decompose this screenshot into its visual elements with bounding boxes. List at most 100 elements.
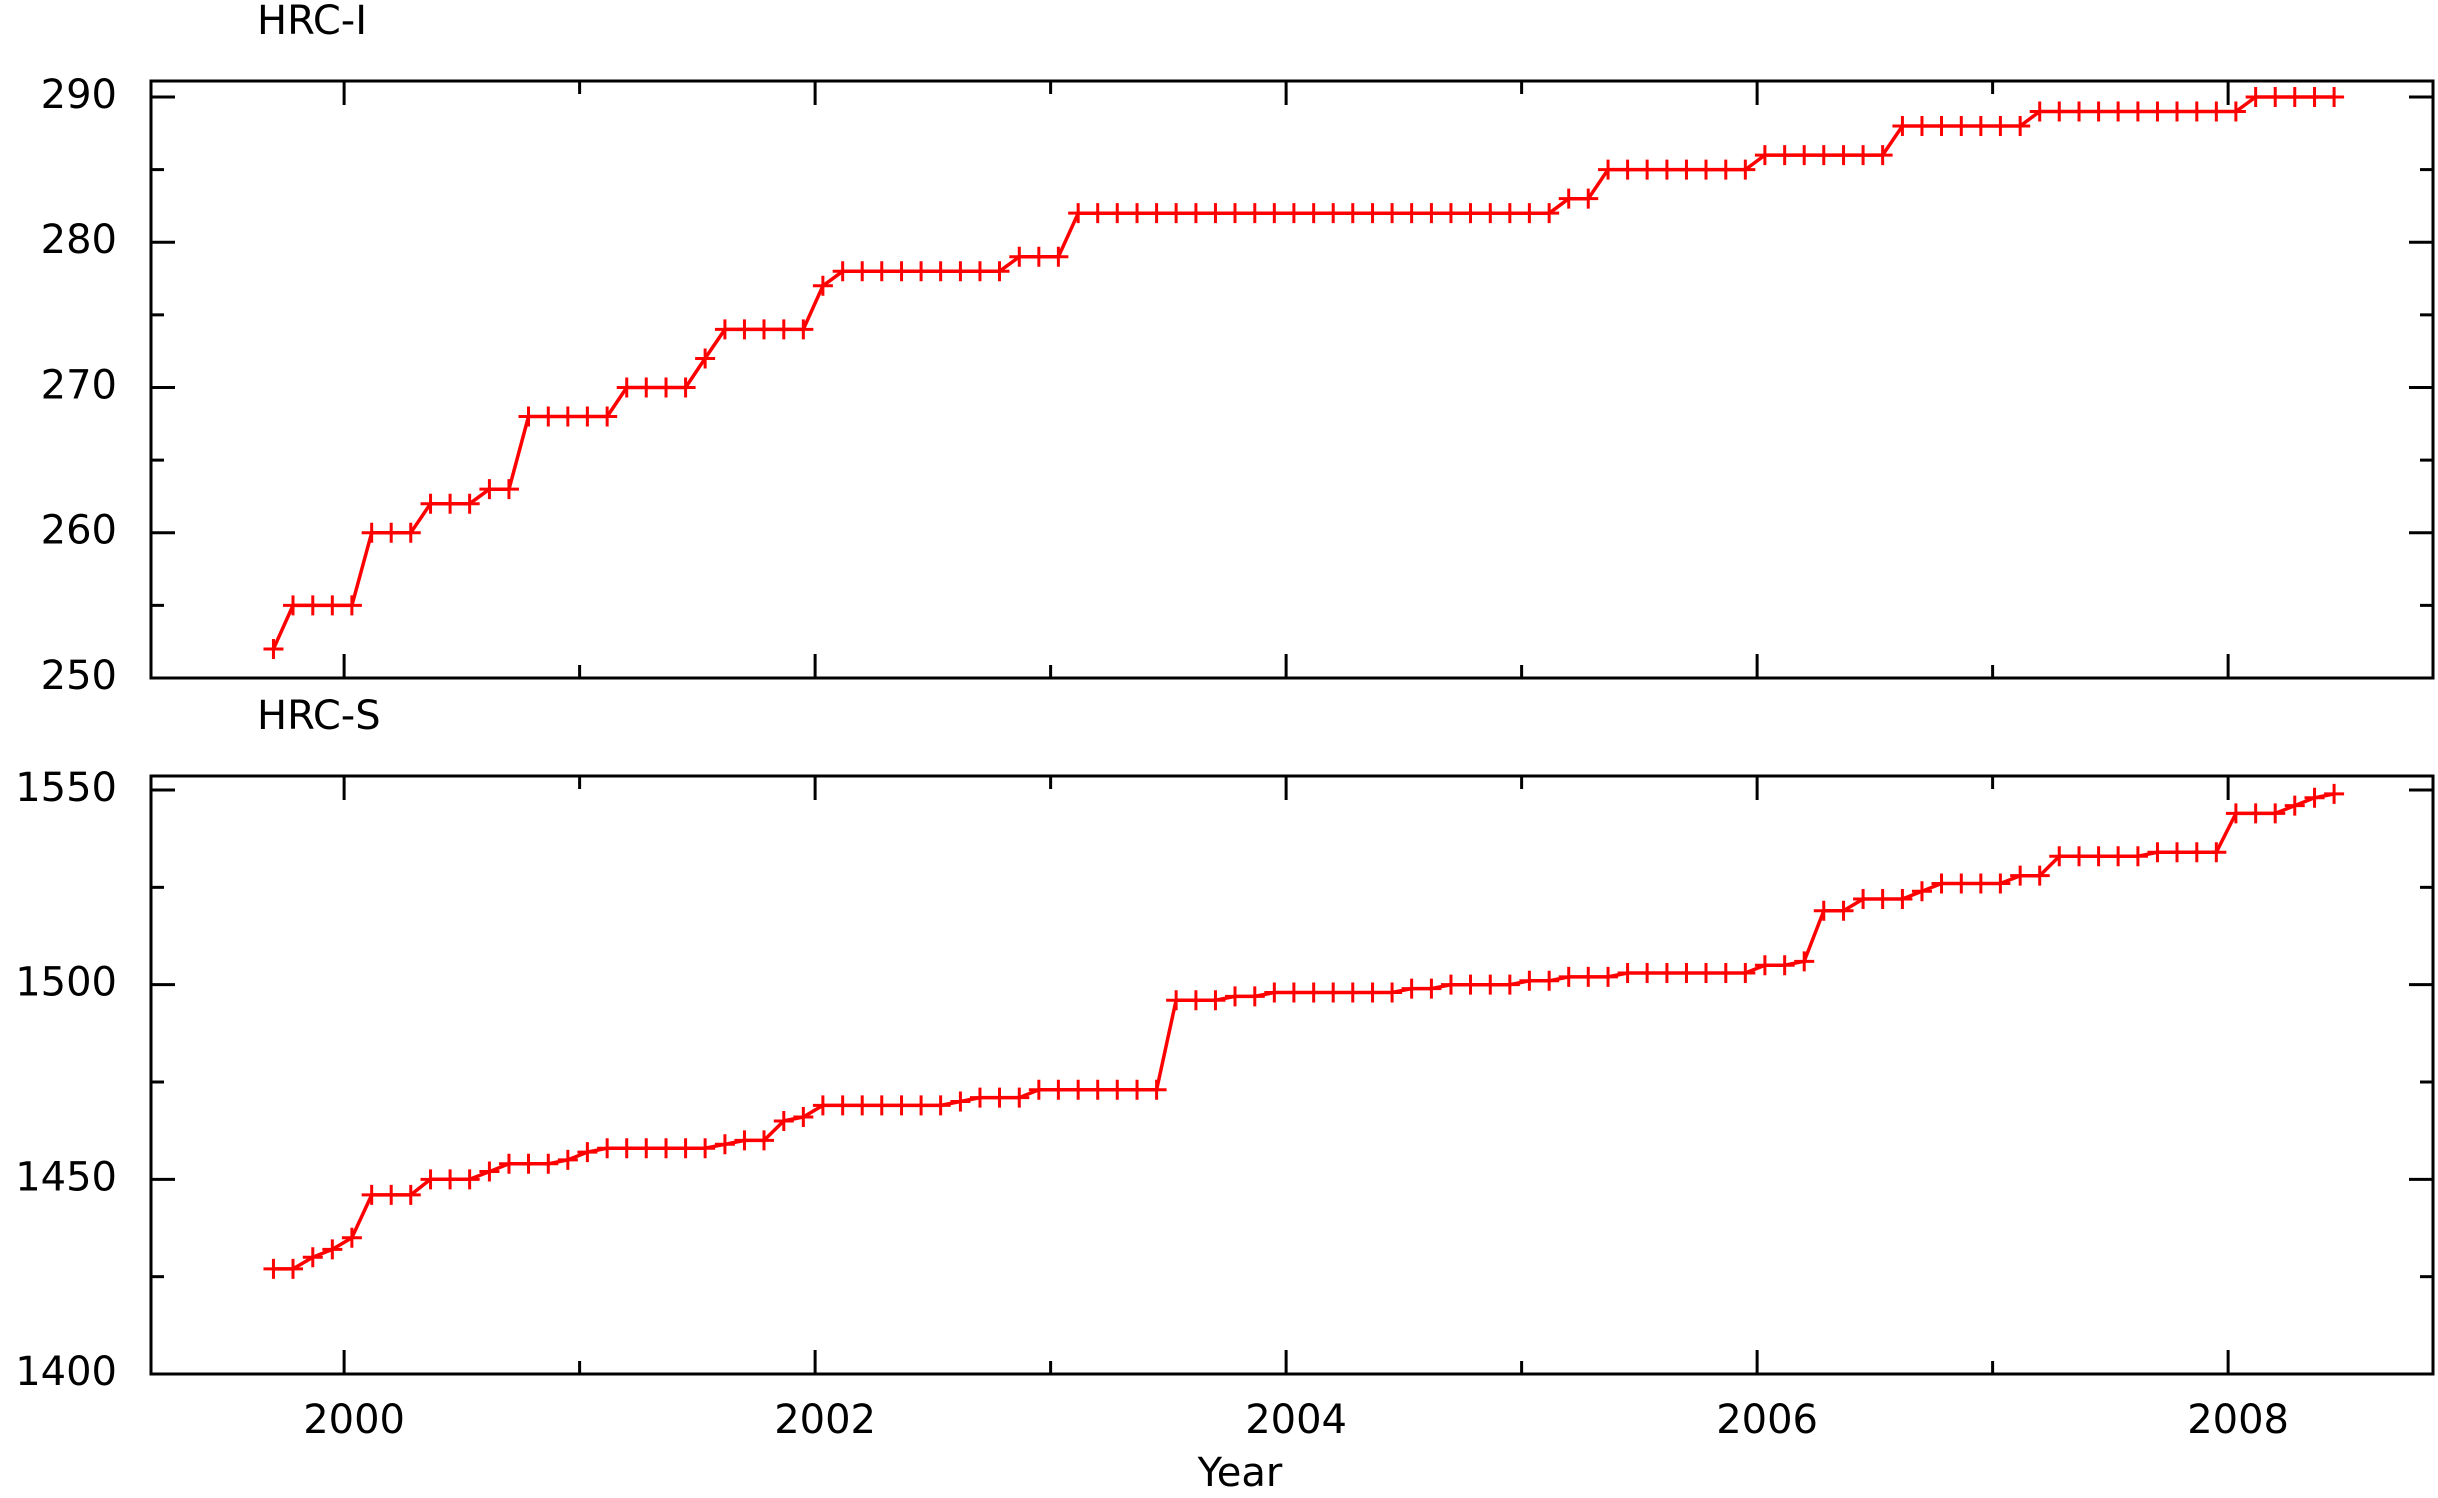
- data-point: [1225, 203, 1246, 224]
- data-point: [2108, 846, 2129, 867]
- data-point: [1519, 203, 1540, 224]
- data-point: [734, 319, 755, 340]
- data-point: [2304, 86, 2325, 107]
- data-point: [1853, 145, 1874, 166]
- data-point: [2088, 101, 2109, 122]
- y-tick-label: 250: [41, 653, 117, 699]
- data-point: [1264, 982, 1285, 1003]
- data-point: [656, 377, 677, 398]
- data-point: [812, 275, 833, 296]
- data-point: [1166, 990, 1187, 1011]
- y-tick-label: 1550: [15, 765, 117, 811]
- data-point: [616, 1138, 637, 1159]
- data-point: [1813, 900, 1834, 921]
- data-point: [636, 1138, 657, 1159]
- data-point: [911, 261, 932, 282]
- data-point: [2049, 846, 2070, 867]
- panel-title: HRC-I: [257, 0, 367, 44]
- x-tick-label: 2006: [1716, 1397, 1818, 1443]
- data-point: [1833, 145, 1854, 166]
- data-point: [1401, 203, 1422, 224]
- data-point: [597, 1138, 618, 1159]
- data-point: [1303, 982, 1324, 1003]
- data-point: [773, 319, 794, 340]
- data-point: [2284, 86, 2305, 107]
- data-point: [341, 595, 362, 616]
- data-point: [2029, 865, 2050, 886]
- y-tick-label: 290: [41, 72, 117, 118]
- data-point: [2167, 842, 2188, 863]
- data-point: [1637, 159, 1658, 180]
- data-point: [1421, 978, 1442, 999]
- data-point: [1205, 203, 1226, 224]
- data-point: [1185, 990, 1206, 1011]
- data-point: [538, 1153, 559, 1174]
- data-point: [322, 595, 343, 616]
- data-point: [2265, 803, 2286, 824]
- data-point: [459, 1169, 480, 1190]
- data-point: [557, 1149, 578, 1170]
- data-point: [1558, 188, 1579, 209]
- data-point: [930, 261, 951, 282]
- data-point: [1342, 982, 1363, 1003]
- data-point: [1598, 966, 1619, 987]
- data-point: [1087, 1079, 1108, 1100]
- data-point: [1519, 970, 1540, 991]
- data-point: [381, 522, 402, 543]
- data-point: [2127, 846, 2148, 867]
- data-point: [871, 261, 892, 282]
- data-point: [695, 348, 716, 369]
- data-point: [1892, 889, 1913, 910]
- data-point: [871, 1095, 892, 1116]
- data-point: [1028, 246, 1049, 267]
- data-point: [832, 261, 853, 282]
- data-point: [1990, 873, 2011, 894]
- data-point: [2225, 803, 2246, 824]
- data-point: [479, 1161, 500, 1182]
- data-point: [361, 522, 382, 543]
- data-point: [1911, 116, 1932, 137]
- data-point: [1617, 159, 1638, 180]
- data-point: [1696, 962, 1717, 983]
- data-point: [1009, 246, 1030, 267]
- data-point: [2206, 101, 2227, 122]
- data-point: [1696, 159, 1717, 180]
- data-point: [754, 319, 775, 340]
- data-point: [1107, 1079, 1128, 1100]
- data-point: [1440, 974, 1461, 995]
- data-point: [989, 261, 1010, 282]
- data-point: [2206, 842, 2227, 863]
- data-point: [773, 1110, 794, 1131]
- data-point: [1127, 1079, 1148, 1100]
- data-point: [302, 1247, 323, 1268]
- data-point: [1068, 1079, 1089, 1100]
- data-point: [2049, 101, 2070, 122]
- data-point: [263, 1258, 284, 1279]
- data-point: [498, 1153, 519, 1174]
- data-point: [1892, 116, 1913, 137]
- data-point: [2010, 116, 2031, 137]
- data-point: [989, 1087, 1010, 1108]
- data-point: [263, 638, 284, 659]
- y-tick-label: 280: [41, 217, 117, 263]
- plot-frame: [149, 79, 2435, 680]
- data-point: [1754, 145, 1775, 166]
- data-point: [440, 493, 461, 514]
- data-point: [1225, 986, 1246, 1007]
- data-point: [1735, 962, 1756, 983]
- data-point: [1009, 1087, 1030, 1108]
- data-point: [1676, 159, 1697, 180]
- data-point: [1990, 116, 2011, 137]
- y-tick-label: 1500: [15, 960, 117, 1006]
- data-point: [969, 1087, 990, 1108]
- data-point: [1637, 962, 1658, 983]
- data-point: [1539, 970, 1560, 991]
- data-point: [950, 261, 971, 282]
- data-point: [381, 1184, 402, 1205]
- data-point: [1362, 203, 1383, 224]
- data-point: [891, 261, 912, 282]
- data-point: [1382, 982, 1403, 1003]
- data-point: [597, 406, 618, 427]
- data-point: [1794, 145, 1815, 166]
- data-point: [1283, 203, 1304, 224]
